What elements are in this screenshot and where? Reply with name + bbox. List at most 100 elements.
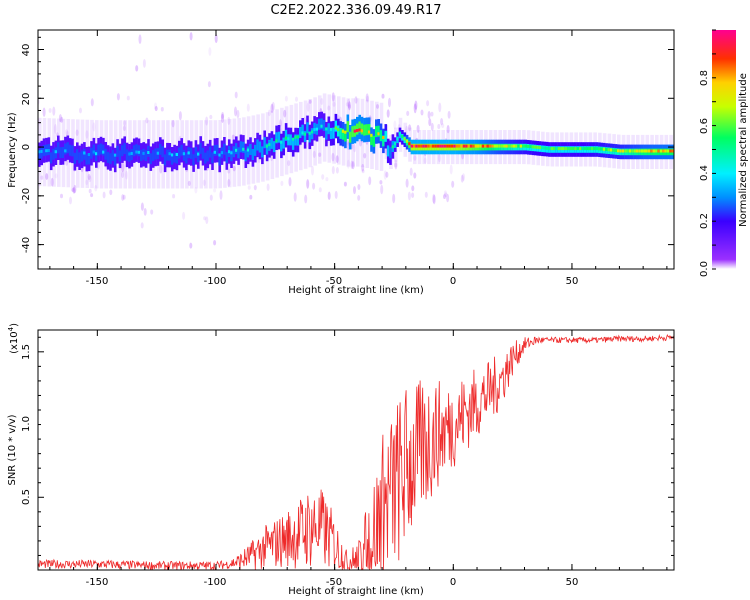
spectrogram-speckle — [135, 65, 139, 72]
spectrogram-speckle — [45, 173, 49, 180]
spectrogram-speckle — [65, 129, 69, 136]
spectrogram-ridge-core — [367, 130, 371, 134]
spectrogram-ridge-mid — [341, 128, 345, 140]
spectrogram-speckle — [446, 124, 450, 134]
spectrogram-ridge-core — [83, 151, 86, 155]
spectrogram-speckle — [160, 106, 164, 112]
spectrogram-ridge-core — [420, 144, 423, 148]
spectrogram-speckle — [90, 98, 94, 107]
spectrogram-ridge-core — [469, 144, 473, 148]
spectrogram-speckle — [308, 99, 312, 104]
snr-exponent-prefix: (x10 — [9, 331, 20, 354]
spectrogram-speckle — [432, 194, 436, 205]
spectrogram-speckle — [331, 92, 335, 102]
spectrogram-speckle — [394, 162, 398, 168]
spectrogram-ridge-core — [439, 144, 442, 148]
spectrogram-ridge-mid — [175, 152, 179, 164]
spectrogram-ridge-mid — [211, 152, 214, 164]
spectrogram-speckle — [437, 124, 441, 129]
spectrogram-ridge-mid — [235, 143, 238, 155]
spectrogram-ridge-mid — [310, 128, 314, 140]
spectrogram-ridge-core — [128, 152, 131, 156]
spectrogram-ridge-core — [87, 153, 91, 156]
spectrogram-speckle — [150, 209, 154, 215]
spectrogram-speckle — [318, 187, 322, 193]
spectrogram-ridge-mid — [389, 147, 392, 159]
spectrogram-ridge-mid — [379, 130, 383, 142]
spectrogram-speckle — [392, 193, 396, 204]
spectrogram-ridge-core — [576, 147, 580, 151]
spectrogram-speckle — [142, 58, 146, 68]
spectrogram-speckle — [205, 216, 209, 224]
spectrogram-speckle — [94, 184, 98, 192]
spectrogram-ridge-core — [448, 144, 452, 148]
colorbar-tick-label: 0.0 — [699, 261, 710, 277]
spectrogram-ridge-core — [45, 149, 48, 153]
spectrogram-ridge-core — [358, 128, 361, 132]
spectrogram-ridge-core — [64, 149, 67, 153]
spectrogram-speckle — [414, 100, 418, 110]
spectrogram-speckle — [432, 193, 436, 204]
spectrogram-ytick-label: 0 — [21, 144, 32, 150]
spectrogram-ridge-core — [377, 132, 380, 136]
spectrogram-ridge-mid — [135, 144, 138, 156]
spectrogram-ridge-core — [325, 127, 328, 131]
spectrogram-ridge-mid — [173, 151, 176, 163]
spectrogram-speckle — [88, 188, 92, 194]
spectrogram-speckle — [320, 97, 324, 106]
spectrogram-speckle — [126, 95, 130, 101]
spectrogram-ridge-core — [40, 149, 43, 153]
spectrogram-speckle — [145, 117, 149, 124]
spectrogram-ridge-mid — [49, 152, 53, 164]
spectrogram-speckle — [347, 101, 351, 111]
spectrogram-ridge-mid — [308, 131, 312, 143]
spectrogram-ridge-mid — [213, 145, 217, 156]
spectrogram-ridge-mid — [294, 134, 297, 146]
spectrogram-speckle — [73, 184, 77, 194]
spectrogram-speckle — [423, 157, 427, 164]
spectrogram-ridge-core — [38, 150, 41, 154]
spectrogram-speckle — [334, 190, 338, 199]
spectrogram-ridge-core — [422, 144, 425, 148]
spectrogram-speckle — [406, 110, 410, 117]
spectrogram-speckle — [327, 191, 331, 200]
spectrogram-speckle — [271, 101, 275, 111]
spectrogram-speckle — [443, 194, 446, 199]
spectrogram-ridge-mid — [116, 145, 119, 157]
spectrogram-ridge-core — [360, 129, 364, 133]
spectrogram-speckle — [416, 124, 420, 133]
spectrogram-speckle — [331, 165, 335, 175]
spectrogram-speckle — [304, 194, 308, 204]
spectrogram-ridge-mid — [348, 131, 352, 143]
snr-exponent-close: ) — [9, 323, 20, 327]
spectrogram-ridge-core — [605, 148, 608, 151]
spectrogram-ridge-core — [427, 144, 430, 148]
spectrogram-speckle — [363, 152, 367, 159]
spectrogram-ridge-mid — [92, 144, 96, 156]
spectrogram-xlabel: Height of straight line (km) — [288, 285, 424, 296]
snr-ticks — [38, 330, 674, 570]
spectrogram-speckle — [361, 169, 365, 174]
spectrogram-ridge-core — [458, 144, 461, 148]
spectrogram-speckle — [351, 161, 355, 170]
spectrogram-ridge-core — [130, 152, 134, 155]
spectrogram-ridge-mid — [185, 152, 188, 164]
spectrogram-ridge-mid — [225, 152, 229, 164]
spectrogram-ridge-core — [280, 140, 283, 144]
spectrogram-ridge-core — [242, 147, 245, 151]
figure-title: C2E2.2022.336.09.49.R17 — [270, 3, 441, 18]
spectrogram-speckle — [438, 102, 442, 113]
spectrogram-speckle — [287, 160, 291, 167]
spectrogram-speckle — [449, 164, 453, 175]
spectrogram-ridge-core — [396, 137, 399, 141]
spectrogram-ridge-core — [170, 153, 174, 157]
spectrogram-ridge-core — [113, 153, 117, 157]
spectrogram-ridge-core — [417, 144, 421, 148]
spectrogram-ridge-core — [583, 147, 587, 151]
spectrogram-ridge-core — [536, 145, 539, 149]
spectrogram-speckle — [306, 179, 310, 189]
spectrogram-speckle — [346, 159, 350, 169]
spectrogram-ridge-mid — [218, 154, 221, 166]
spectrogram-speckle — [345, 102, 349, 107]
spectrogram-speckle — [409, 167, 413, 176]
